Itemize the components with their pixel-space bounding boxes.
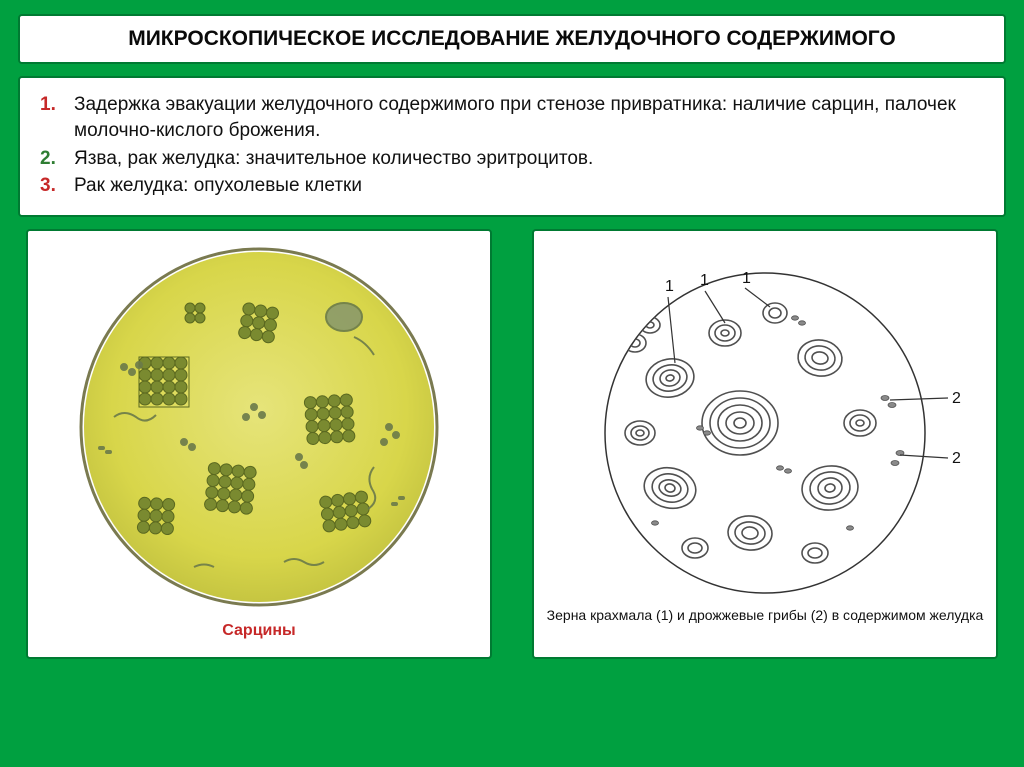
- figure-caption-left: Сарцины: [222, 621, 295, 640]
- leader-label-1: 1: [665, 278, 674, 295]
- page-title: МИКРОСКОПИЧЕСКОЕ ИССЛЕДОВАНИЕ ЖЕЛУДОЧНОГ…: [38, 26, 986, 52]
- list-item: Рак желудка: опухолевые клетки: [40, 173, 984, 199]
- title-panel: МИКРОСКОПИЧЕСКОЕ ИССЛЕДОВАНИЕ ЖЕЛУДОЧНОГ…: [18, 14, 1006, 64]
- sarcina-micrograph: [44, 247, 474, 617]
- figure-left: Сарцины: [26, 229, 492, 659]
- svg-text:1: 1: [742, 270, 751, 287]
- svg-text:2: 2: [952, 450, 961, 467]
- figure-caption-right: Зерна крахмала (1) и дрожжевые грибы (2)…: [547, 607, 984, 624]
- list-item: Задержка эвакуации желудочного содержимо…: [40, 92, 984, 143]
- starch-yeast-diagram: 1 1 1 2 2: [550, 263, 980, 603]
- svg-text:1: 1: [700, 272, 709, 289]
- list-panel: Задержка эвакуации желудочного содержимо…: [18, 76, 1006, 217]
- list-item: Язва, рак желудка: значительное количест…: [40, 146, 984, 172]
- list-text: Рак желудка: опухолевые клетки: [74, 175, 362, 196]
- list-text: Язва, рак желудка: значительное количест…: [74, 148, 593, 169]
- list-text: Задержка эвакуации желудочного содержимо…: [74, 94, 956, 141]
- leader-label-2: 2: [952, 390, 961, 407]
- findings-list: Задержка эвакуации желудочного содержимо…: [40, 92, 984, 199]
- images-row: Сарцины: [18, 229, 1006, 753]
- figure-right: 1 1 1 2 2 Зерна крахмала (1) и дрожжевые…: [532, 229, 998, 659]
